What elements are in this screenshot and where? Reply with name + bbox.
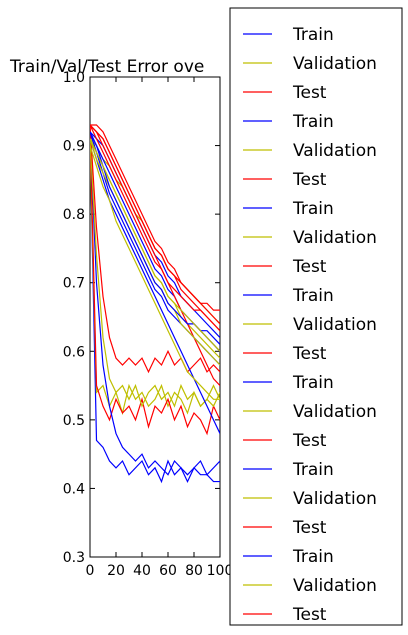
legend-label-train: Train <box>292 286 334 306</box>
legend-label-validation: Validation <box>293 576 377 596</box>
series-line-validation-14 <box>90 145 220 400</box>
legend-label-train: Train <box>292 373 334 393</box>
x-tick-label: 40 <box>133 563 151 579</box>
series-line-test-9 <box>90 124 220 325</box>
series-line-train-13 <box>90 138 220 434</box>
series-line-test-12 <box>90 124 220 332</box>
series-line-train-4 <box>90 131 220 476</box>
series-line-test-15 <box>90 124 220 386</box>
y-tick-label: 0.4 <box>63 481 85 497</box>
legend-box <box>229 7 403 626</box>
legend-label-validation: Validation <box>293 141 377 161</box>
y-tick-label: 0.3 <box>63 550 85 566</box>
series-line-test-3 <box>90 124 220 436</box>
legend-label-validation: Validation <box>293 315 377 335</box>
legend-label-test: Test <box>292 431 327 451</box>
plot-frame <box>89 76 221 558</box>
x-tick-label: 20 <box>107 563 125 579</box>
y-tick-label: 0.5 <box>63 413 85 429</box>
legend-label-test: Test <box>292 605 327 625</box>
y-tick-label: 1.0 <box>63 70 85 86</box>
series-line-validation-5 <box>90 138 220 408</box>
series-line-train-7 <box>90 131 220 338</box>
legend-label-validation: Validation <box>293 402 377 422</box>
legend-label-train: Train <box>292 199 334 219</box>
legend-label-test: Test <box>292 518 327 538</box>
x-tick-label: 0 <box>86 563 95 579</box>
x-tick-label: 80 <box>185 563 203 579</box>
legend-label-test: Test <box>292 344 327 364</box>
legend-label-test: Test <box>292 170 327 190</box>
legend-label-train: Train <box>292 112 334 132</box>
legend-label-train: Train <box>292 25 334 45</box>
series-line-test-18 <box>90 124 220 332</box>
legend-label-validation: Validation <box>293 54 377 74</box>
series-line-test-21 <box>90 124 220 311</box>
legend-label-train: Train <box>292 460 334 480</box>
series-line-train-19 <box>90 131 220 345</box>
legend-label-validation: Validation <box>293 228 377 248</box>
series-line-train-1 <box>90 138 220 484</box>
legend-label-test: Test <box>292 83 327 103</box>
y-tick-label: 0.9 <box>63 139 85 155</box>
legend-label-validation: Validation <box>293 489 377 509</box>
y-tick-label: 0.7 <box>63 276 85 292</box>
series-line-test-6 <box>90 124 220 374</box>
x-tick-label: 60 <box>159 563 177 579</box>
series-line-validation-20 <box>90 138 220 352</box>
legend-label-train: Train <box>292 547 334 567</box>
chart-title: Train/Val/Test Error ove <box>9 57 204 77</box>
y-tick-label: 0.8 <box>63 207 85 223</box>
y-tick-label: 0.6 <box>63 344 85 360</box>
legend-label-test: Test <box>292 257 327 277</box>
x-tick-label: 100 <box>207 563 234 579</box>
